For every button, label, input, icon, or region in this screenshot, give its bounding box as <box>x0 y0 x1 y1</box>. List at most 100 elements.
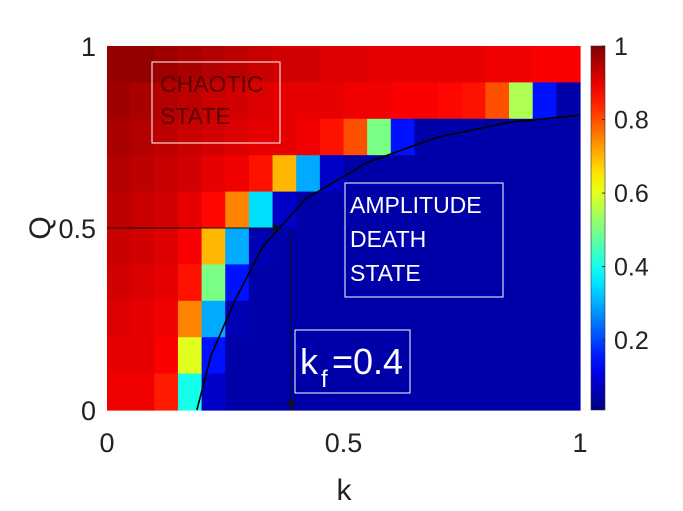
arrow-head <box>273 224 283 232</box>
heat-cell <box>390 155 416 193</box>
heat-cell <box>485 191 510 229</box>
heat-cell <box>107 155 132 193</box>
heat-cell <box>414 373 439 411</box>
heat-cell <box>532 118 557 156</box>
heat-cell <box>556 373 581 411</box>
heat-cell <box>225 82 250 120</box>
heat-cell <box>177 155 203 193</box>
heat-cell <box>248 300 274 338</box>
heat-cell <box>461 82 486 120</box>
heat-cell <box>343 373 368 411</box>
heat-cell <box>296 46 321 83</box>
heat-cell <box>367 264 392 302</box>
x-axis-label: k <box>337 474 353 506</box>
heat-cell <box>485 155 510 193</box>
heat-cell <box>343 118 368 156</box>
heat-cell <box>319 373 345 411</box>
y-tick-label: 0 <box>81 396 96 426</box>
heat-cell <box>107 373 132 411</box>
heat-cell <box>225 191 250 229</box>
arrow-head <box>287 401 296 410</box>
annotation-text: =0.4 <box>332 341 403 382</box>
heat-cell <box>438 118 463 156</box>
heat-cell <box>438 191 463 229</box>
heat-cell <box>343 300 368 338</box>
heat-cell <box>130 373 155 411</box>
x-tick-label: 1 <box>572 428 587 458</box>
heat-cell <box>130 300 155 338</box>
heat-cell <box>130 82 155 120</box>
annotation-text: f <box>321 366 328 393</box>
heat-cell <box>343 264 368 302</box>
annotation-text: AMPLITUDE <box>350 192 482 218</box>
heat-cell <box>296 337 321 375</box>
heat-cell <box>390 82 416 120</box>
heat-cell <box>414 46 439 83</box>
heat-cell <box>414 264 439 302</box>
heat-cell <box>248 373 274 411</box>
heat-cell <box>390 191 416 229</box>
heat-cell <box>296 373 321 411</box>
heat-cell <box>130 118 155 156</box>
heat-cell <box>177 191 203 229</box>
heat-cell <box>177 228 203 265</box>
heat-cell <box>154 155 179 193</box>
heat-cell <box>438 155 463 193</box>
heat-cell <box>107 82 132 120</box>
heat-cell <box>438 373 463 411</box>
heat-cell <box>509 373 534 411</box>
heat-cell <box>532 228 557 265</box>
heat-cell <box>343 82 368 120</box>
heat-cell <box>485 337 510 375</box>
heat-cell <box>319 264 345 302</box>
heat-cell <box>532 46 557 83</box>
heat-cell <box>248 264 274 302</box>
x-tick-label: 0 <box>99 428 114 458</box>
heat-cell <box>461 228 486 265</box>
heat-cell <box>414 191 439 229</box>
heat-cell <box>225 46 250 83</box>
heat-cell <box>272 300 297 338</box>
heat-cell <box>225 300 250 338</box>
heat-cell <box>154 82 179 120</box>
heat-cell <box>154 337 179 375</box>
heat-cell <box>154 228 179 265</box>
heat-cell <box>438 228 463 265</box>
heat-cell <box>461 373 486 411</box>
heat-cell <box>272 155 297 193</box>
heat-cell <box>248 228 274 265</box>
heat-cell <box>319 191 345 229</box>
heat-cell <box>319 118 345 156</box>
heat-cell <box>201 337 226 375</box>
heat-cell <box>390 373 416 411</box>
heat-cell <box>201 46 226 83</box>
heat-cell <box>556 337 581 375</box>
y-tick-label: 0.5 <box>58 214 96 244</box>
heat-cell <box>177 300 203 338</box>
heat-cell <box>556 191 581 229</box>
heat-cell <box>461 300 486 338</box>
heat-cell <box>248 46 274 83</box>
heat-cell <box>201 228 226 265</box>
heat-cell <box>201 373 226 411</box>
heat-cell <box>177 46 203 83</box>
heat-cell <box>461 337 486 375</box>
heat-cell <box>414 300 439 338</box>
heat-cell <box>556 155 581 193</box>
heat-cell <box>556 46 581 83</box>
colorbar-tick-label: 0.8 <box>614 107 649 135</box>
heat-cell <box>343 46 368 83</box>
heat-cell <box>225 228 250 265</box>
heat-cell <box>509 300 534 338</box>
heat-cell <box>201 191 226 229</box>
heat-cell <box>130 228 155 265</box>
heat-cell <box>390 228 416 265</box>
heat-cell <box>461 264 486 302</box>
heat-cell <box>485 46 510 83</box>
heat-cell <box>532 300 557 338</box>
heat-cell <box>485 228 510 265</box>
heat-cell <box>319 337 345 375</box>
heat-cell <box>177 264 203 302</box>
heat-cell <box>154 300 179 338</box>
